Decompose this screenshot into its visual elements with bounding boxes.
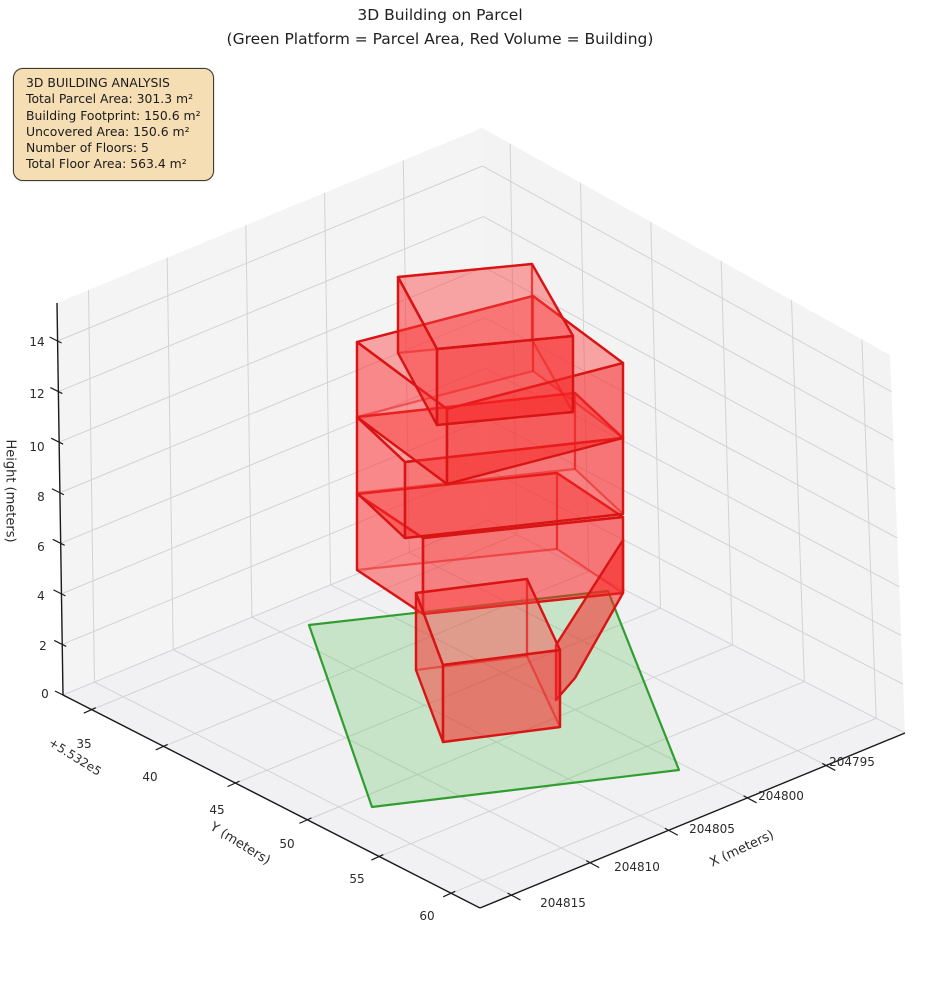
x-tick-label: 204815 xyxy=(540,896,586,910)
grid-x-wall xyxy=(324,192,332,585)
x-tick-mark xyxy=(585,860,600,869)
y-tick-mark xyxy=(442,890,456,898)
grid-y-wall xyxy=(650,221,662,609)
grid-z-wall-left xyxy=(58,266,485,443)
pane-wall-left xyxy=(57,128,488,695)
z-tick-mark xyxy=(51,488,65,496)
chart-subtitle: (Green Platform = Parcel Area, Red Volum… xyxy=(226,30,654,48)
y-axis-line xyxy=(62,694,481,909)
building-lower-right-face xyxy=(554,538,625,702)
grid-y-wall xyxy=(791,300,805,682)
info-line-footprint: Building Footprint: 150.6 m² xyxy=(26,107,201,123)
z-tick-label: 14 xyxy=(29,335,45,349)
info-line-floors: Number of Floors: 5 xyxy=(26,140,149,156)
info-box-title: 3D BUILDING ANALYSIS xyxy=(26,75,170,90)
x-tick-mark xyxy=(822,762,836,771)
z-tick-mark xyxy=(50,387,63,395)
z-tick-mark xyxy=(54,690,68,698)
x-tick-mark xyxy=(743,795,757,804)
grid-x-wall xyxy=(166,257,174,650)
x-axis-line xyxy=(479,732,906,909)
grid-x-wall xyxy=(87,290,95,683)
z-tick-label: 4 xyxy=(37,589,45,603)
grid-z-wall-left xyxy=(58,216,484,393)
x-tick-label: 204810 xyxy=(614,860,660,874)
x-tick-label: 204805 xyxy=(689,822,735,836)
x-tick-label: 204795 xyxy=(829,755,875,769)
z-tick-label: 2 xyxy=(39,639,47,653)
z-axis-line xyxy=(56,302,64,696)
grid-z-wall-left xyxy=(62,519,489,696)
grid-z-wall-left xyxy=(60,367,486,544)
z-axis-label: Height (meters) xyxy=(2,439,18,543)
grid-z-wall-left xyxy=(57,165,483,342)
y-tick-label: 60 xyxy=(419,909,435,923)
z-tick-label: 12 xyxy=(29,387,45,401)
info-line-floor-area: Total Floor Area: 563.4 m² xyxy=(26,156,187,172)
grid-z-wall-right xyxy=(483,266,896,490)
z-tick-mark xyxy=(53,589,66,597)
y-tick-mark xyxy=(227,780,240,788)
grid-x-floor xyxy=(94,681,512,896)
grid-x-floor xyxy=(172,649,591,864)
grid-y-floor xyxy=(451,717,877,894)
y-tick-mark xyxy=(83,707,97,714)
z-tick-label: 8 xyxy=(37,490,45,504)
x-tick-mark xyxy=(664,827,679,836)
grid-y-wall xyxy=(861,339,877,719)
y-tick-label: 45 xyxy=(209,803,225,817)
x-tick-label: 204800 xyxy=(758,789,804,803)
y-tick-label: 55 xyxy=(349,872,365,886)
grid-y-wall xyxy=(720,261,733,645)
grid-z-wall-right xyxy=(482,165,892,393)
building-floor-5-face-front-right xyxy=(435,334,575,427)
y-tick-label: 50 xyxy=(279,837,295,851)
y-tick-label: 40 xyxy=(142,770,158,784)
z-tick-mark xyxy=(52,538,65,546)
chart-title: 3D Building on Parcel xyxy=(357,6,523,24)
y-tick-mark xyxy=(371,854,384,861)
grid-z-wall-left xyxy=(59,317,486,494)
building-floor-1-face-front-right xyxy=(441,648,562,744)
z-tick-label: 6 xyxy=(37,540,45,554)
z-tick-label: 0 xyxy=(41,687,49,701)
grid-y-floor xyxy=(379,681,805,858)
grid-x-wall xyxy=(245,225,253,618)
x-tick-mark xyxy=(507,892,521,901)
y-tick-mark xyxy=(155,743,168,751)
z-tick-label: 10 xyxy=(29,440,45,454)
info-line-parcel-area: Total Parcel Area: 301.3 m² xyxy=(26,91,194,107)
z-tick-mark xyxy=(50,437,64,445)
y-tick-mark xyxy=(299,817,312,824)
grid-z-wall-right xyxy=(483,216,894,441)
z-tick-mark xyxy=(53,639,67,647)
z-tick-mark xyxy=(49,336,62,344)
y-tick-label: 35 xyxy=(76,737,92,751)
info-line-uncovered: Uncovered Area: 150.6 m² xyxy=(26,123,190,139)
analysis-info-box: 3D BUILDING ANALYSIS Total Parcel Area: … xyxy=(13,68,214,181)
grid-z-wall-left xyxy=(61,418,487,595)
